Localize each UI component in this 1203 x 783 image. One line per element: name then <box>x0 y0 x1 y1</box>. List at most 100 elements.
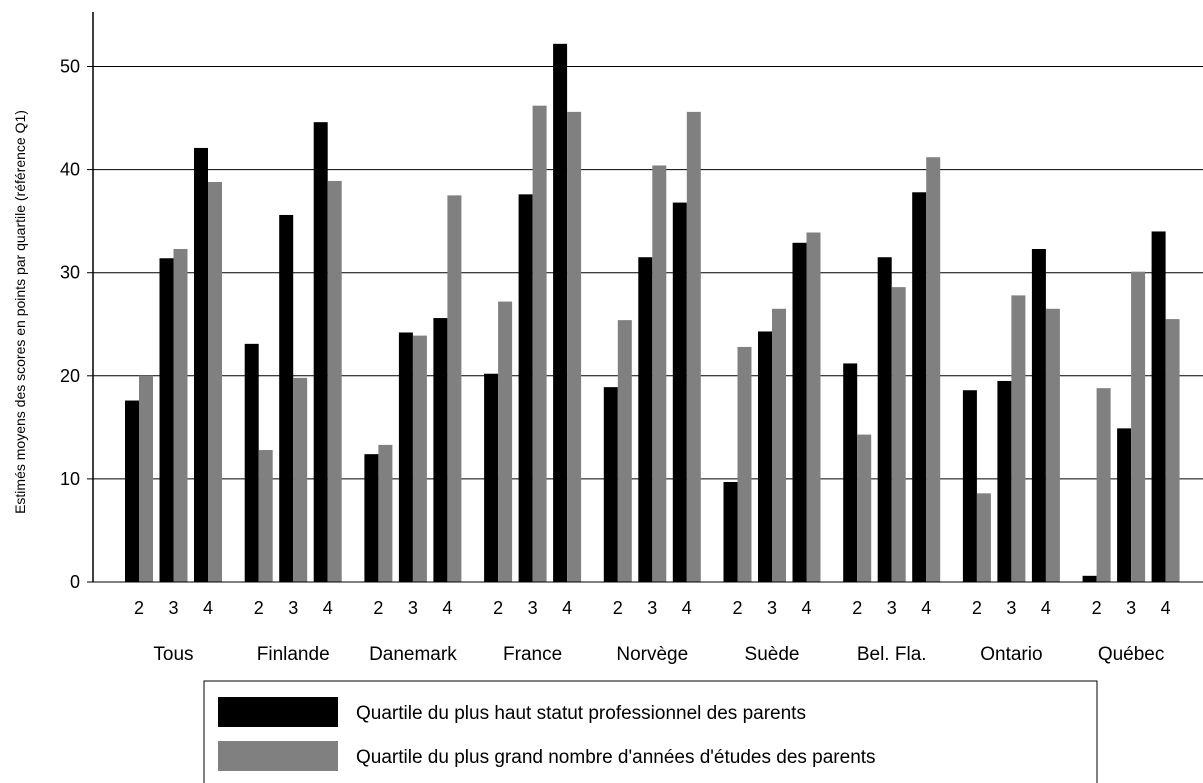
bar-occupational-g4-q4 <box>672 202 687 583</box>
bar-education-g5-q4 <box>806 232 821 582</box>
y-tick-label-50: 50 <box>60 57 80 77</box>
bar-occupational-g5-q2 <box>723 481 738 582</box>
bar-education-g8-q4 <box>1165 319 1180 582</box>
bar-education-g4-q2 <box>617 320 632 582</box>
legend-label-education-years: Quartile du plus grand nombre d'années d… <box>356 747 876 768</box>
quartile-label: 4 <box>801 598 811 618</box>
legend-label-occupational-status: Quartile du plus haut statut professionn… <box>356 703 806 724</box>
bar-education-g2-q4 <box>447 195 462 582</box>
quartile-label: 4 <box>442 598 452 618</box>
quartile-label: 4 <box>562 598 572 618</box>
legend-swatch-education-years <box>218 741 338 771</box>
bar-education-g0-q2 <box>139 375 153 582</box>
x-tick-labels: 2 3 4 Tous 2 3 4 Finlande 2 3 4 Danemark 2 3 4 France 2 3… <box>134 598 1171 665</box>
bar-occupational-g1-q3 <box>279 214 294 583</box>
quartile-label: 3 <box>1006 598 1016 618</box>
bar-occupational-g5-q4 <box>792 242 807 582</box>
legend: Quartile du plus haut statut professionn… <box>203 680 1098 783</box>
quartile-label: 2 <box>134 598 144 618</box>
bar-occupational-g7-q4 <box>1031 248 1046 582</box>
bars <box>125 43 1180 583</box>
bar-occupational-g2-q2 <box>364 454 379 582</box>
bar-education-g3-q3 <box>532 105 547 582</box>
group-label-4: Norvège <box>616 644 688 665</box>
bar-occupational-g0-q3 <box>159 258 174 582</box>
bar-education-g0-q3 <box>173 248 188 582</box>
axes <box>92 12 1203 583</box>
bar-education-g6-q3 <box>891 287 906 582</box>
bar-education-g1-q2 <box>258 450 273 582</box>
bar-occupational-g1-q4 <box>313 122 328 582</box>
bar-occupational-g7-q2 <box>962 390 977 582</box>
bar-occupational-g2-q3 <box>398 332 413 582</box>
bar-occupational-g0-q2 <box>125 400 139 582</box>
quartile-label: 4 <box>1041 598 1051 618</box>
group-label-8: Québec <box>1098 644 1165 665</box>
quartile-label: 4 <box>323 598 333 618</box>
bar-education-g2-q2 <box>378 444 393 582</box>
bar-education-g8-q2 <box>1096 388 1111 582</box>
bar-education-g0-q4 <box>208 181 222 583</box>
group-label-0: Tous <box>153 644 193 665</box>
quartile-label: 2 <box>1092 598 1102 618</box>
y-axis-label: Estimés moyens des scores en points par … <box>12 110 28 514</box>
y-tick-label-20: 20 <box>60 366 80 386</box>
quartile-label: 2 <box>972 598 982 618</box>
bar-occupational-g3-q4 <box>553 43 568 583</box>
bar-occupational-g2-q4 <box>433 318 448 582</box>
bar-education-g7-q3 <box>1011 295 1026 582</box>
bar-occupational-g4-q3 <box>638 257 653 582</box>
group-label-2: Danemark <box>369 644 457 665</box>
quartile-label: 4 <box>682 598 692 618</box>
bar-occupational-g3-q2 <box>484 373 499 582</box>
bar-education-g1-q4 <box>327 180 342 583</box>
bar-occupational-g8-q3 <box>1117 428 1132 582</box>
bar-education-g2-q3 <box>412 335 427 582</box>
quartile-label: 3 <box>887 598 897 618</box>
y-tick-label-30: 30 <box>60 263 80 283</box>
y-tick-label-0: 0 <box>70 572 80 592</box>
quartile-label: 3 <box>647 598 657 618</box>
bar-education-g1-q3 <box>293 377 308 582</box>
quartile-label: 4 <box>921 598 931 618</box>
quartile-label: 2 <box>613 598 623 618</box>
bar-education-g4-q3 <box>652 165 667 582</box>
bar-occupational-g5-q3 <box>758 331 772 582</box>
bar-occupational-g0-q4 <box>194 147 208 582</box>
bar-occupational-g8-q2 <box>1082 575 1097 582</box>
bar-education-g5-q2 <box>737 346 752 582</box>
quartile-label: 3 <box>288 598 298 618</box>
y-tick-label-10: 10 <box>60 469 80 489</box>
bar-education-g8-q3 <box>1131 271 1146 582</box>
bar-education-g6-q4 <box>926 157 941 582</box>
quartile-label: 3 <box>1126 598 1136 618</box>
quartile-label: 2 <box>493 598 503 618</box>
quartile-label: 3 <box>767 598 777 618</box>
bar-occupational-g3-q3 <box>518 194 533 582</box>
y-tick-label-40: 40 <box>60 160 80 180</box>
bar-occupational-g8-q4 <box>1151 231 1166 582</box>
quartile-label: 2 <box>852 598 862 618</box>
group-label-6: Bel. Fla. <box>857 644 927 665</box>
bar-occupational-g4-q2 <box>603 387 618 582</box>
bar-occupational-g6-q4 <box>912 192 927 583</box>
bar-occupational-g6-q3 <box>877 257 892 582</box>
quartile-label: 4 <box>203 598 213 618</box>
group-label-7: Ontario <box>980 644 1042 665</box>
group-label-1: Finlande <box>257 644 330 665</box>
quartile-label: 3 <box>408 598 418 618</box>
group-label-3: France <box>503 644 562 665</box>
y-tick-labels: 0 10 20 30 40 50 <box>60 57 80 593</box>
quartile-label: 2 <box>373 598 383 618</box>
bar-occupational-g7-q3 <box>997 380 1012 582</box>
bar-education-g4-q4 <box>686 111 701 582</box>
bar-occupational-g1-q2 <box>244 343 259 582</box>
bar-education-g7-q2 <box>976 493 991 582</box>
quartile-label: 4 <box>1161 598 1171 618</box>
quartile-label: 2 <box>254 598 264 618</box>
bar-education-g5-q3 <box>772 308 786 582</box>
bar-education-g7-q4 <box>1045 308 1060 582</box>
quartile-label: 3 <box>528 598 538 618</box>
bar-occupational-g6-q2 <box>843 363 858 582</box>
